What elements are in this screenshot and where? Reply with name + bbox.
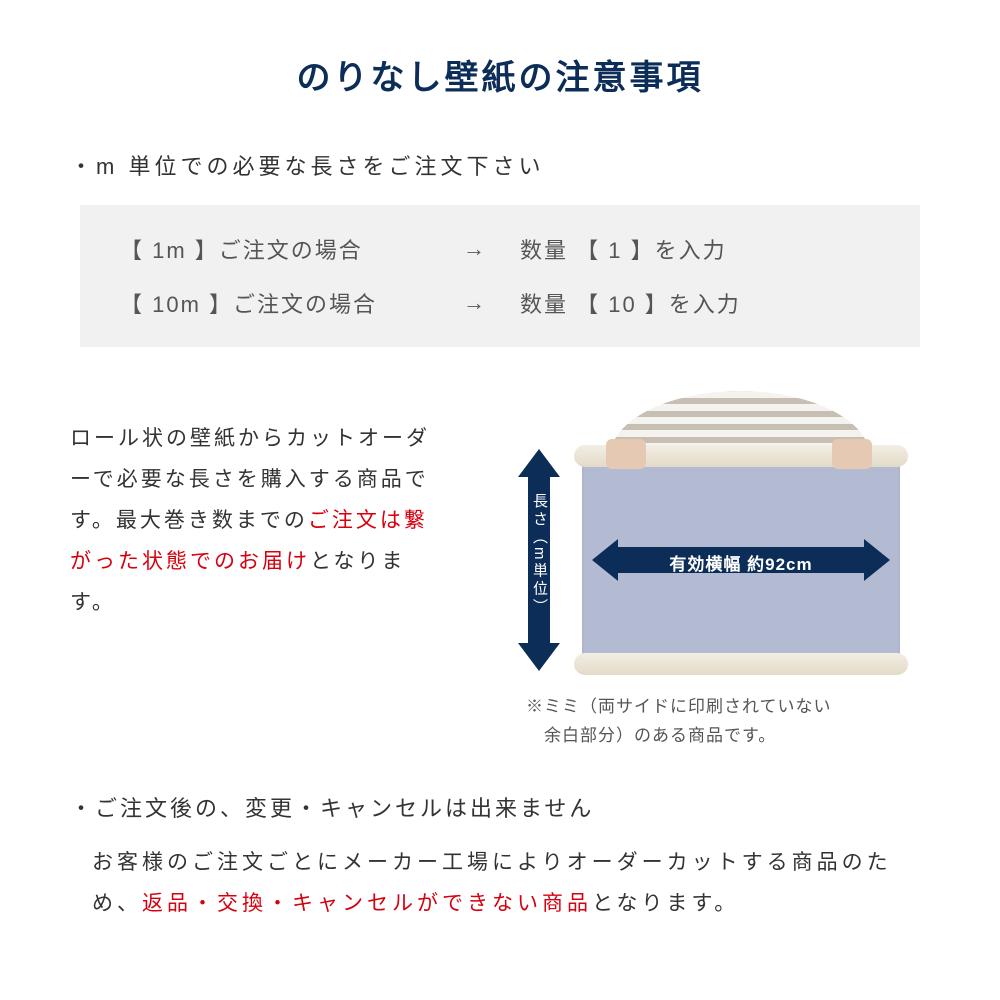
hand-left: [606, 439, 646, 469]
diagram-footnote: ※ミミ（両サイドに印刷されていない 余白部分）のある商品です。: [470, 693, 930, 751]
example-left: 【 1m 】ご注文の場合: [120, 233, 430, 265]
note-line1: ※ミミ（両サイドに印刷されていない: [526, 697, 832, 716]
arrow-icon: →: [430, 290, 520, 316]
width-label: 有効横幅 約92cm: [592, 550, 890, 575]
arrow-icon: →: [430, 236, 520, 262]
bullet-no-cancel: ・ご注文後の、変更・キャンセルは出来ません: [70, 791, 930, 823]
body-emphasis: 返品・交換・キャンセルができない商品: [142, 892, 592, 915]
wallpaper-diagram: 長さ（m単位） 有効横幅 約92cm ※ミミ（両サイドに印刷されていない 余白部…: [470, 391, 930, 751]
roll-bar-bottom: [574, 653, 908, 675]
body-tail: となります。: [592, 892, 739, 915]
cut-order-description: ロール状の壁紙からカットオーダーで必要な長さを購入する商品です。最大巻き数までの…: [70, 391, 450, 751]
arrow-down-icon: [518, 643, 560, 671]
no-cancel-body: お客様のご注文ごとにメーカー工場によりオーダーカットする商品のため、返品・交換・…: [70, 843, 930, 925]
diagram-graphic: 長さ（m単位） 有効横幅 約92cm: [470, 391, 930, 681]
length-label: 長さ（m単位）: [530, 493, 548, 617]
example-row: 【 10m 】ご注文の場合 → 数量 【 10 】を入力: [120, 287, 880, 319]
example-right: 数量 【 10 】を入力: [520, 287, 880, 319]
arrow-up-icon: [518, 449, 560, 477]
note-line2: 余白部分）のある商品です。: [526, 726, 776, 745]
length-arrow: 長さ（m単位）: [518, 449, 560, 671]
example-left: 【 10m 】ご注文の場合: [120, 287, 430, 319]
quantity-example-box: 【 1m 】ご注文の場合 → 数量 【 1 】を入力 【 10m 】ご注文の場合…: [80, 205, 920, 347]
page-title: のりなし壁紙の注意事項: [70, 50, 930, 99]
example-right: 数量 【 1 】を入力: [520, 233, 880, 265]
hand-right: [832, 439, 872, 469]
width-arrow: 有効横幅 約92cm: [592, 539, 890, 581]
bullet-order-unit: ・m 単位での必要な長さをご注文下さい: [70, 149, 930, 181]
description-with-diagram: ロール状の壁紙からカットオーダーで必要な長さを購入する商品です。最大巻き数までの…: [70, 391, 930, 751]
example-row: 【 1m 】ご注文の場合 → 数量 【 1 】を入力: [120, 233, 880, 265]
